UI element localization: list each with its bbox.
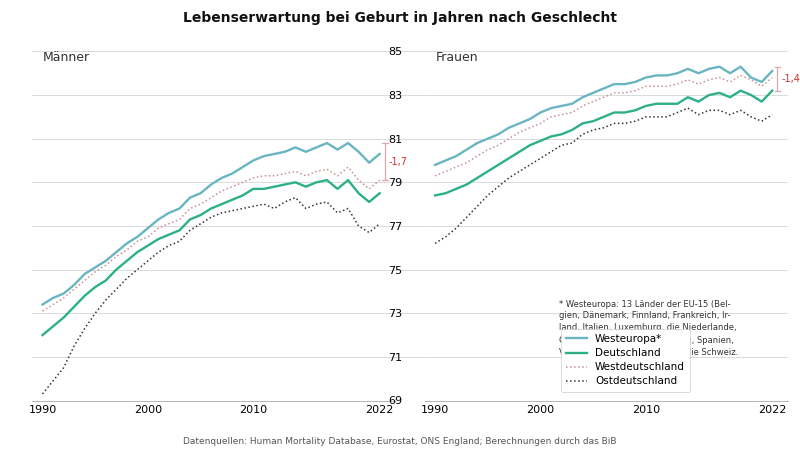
- Text: Datenquellen: Human Mortality Database, Eurostat, ONS England; Berechnungen durc: Datenquellen: Human Mortality Database, …: [183, 436, 617, 446]
- Text: * Westeuropa: 13 Länder der EU-15 (Bel-
gien, Dänemark, Finnland, Frankreich, Ir: * Westeuropa: 13 Länder der EU-15 (Bel- …: [559, 300, 738, 357]
- Text: -1,7: -1,7: [389, 157, 408, 166]
- Text: Frauen: Frauen: [435, 51, 478, 64]
- Text: Lebenserwartung bei Geburt in Jahren nach Geschlecht: Lebenserwartung bei Geburt in Jahren nac…: [183, 11, 617, 25]
- Text: -1,4: -1,4: [781, 74, 800, 84]
- Text: Männer: Männer: [43, 51, 90, 64]
- Legend: Westeuropa*, Deutschland, Westdeutschland, Ostdeutschland: Westeuropa*, Deutschland, Westdeutschlan…: [561, 329, 690, 392]
